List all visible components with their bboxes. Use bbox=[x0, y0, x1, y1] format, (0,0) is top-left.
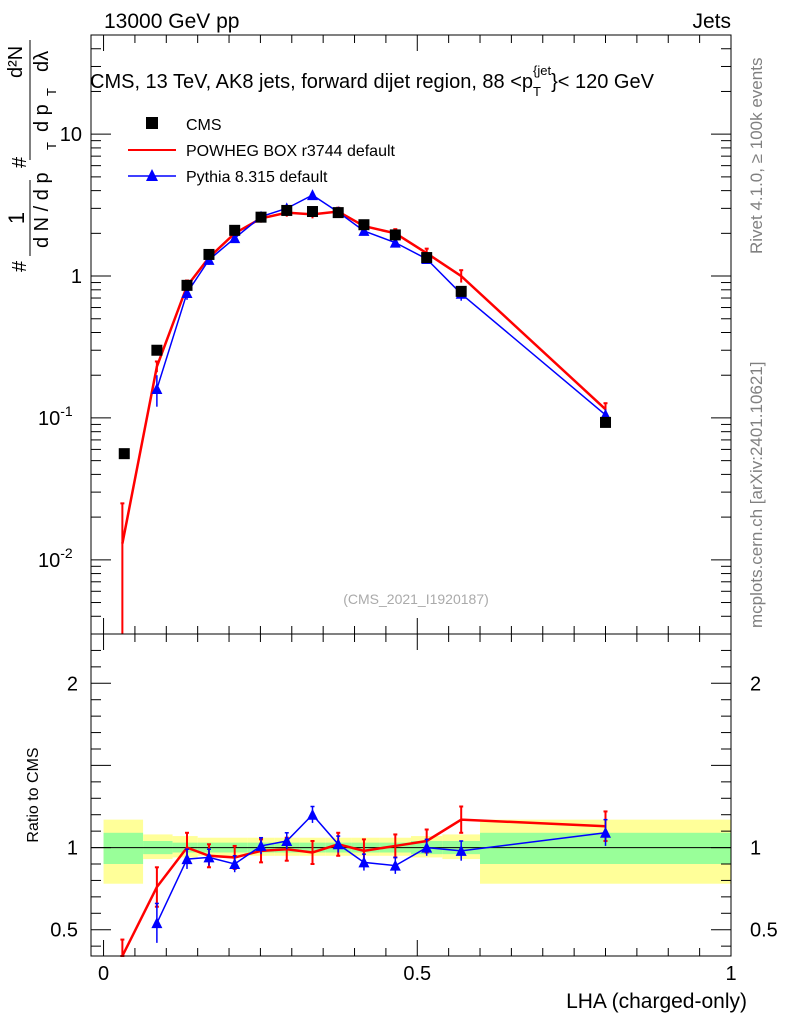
energy-label: 13000 GeV pp bbox=[104, 10, 239, 33]
ratio-pythia-marker bbox=[306, 808, 318, 820]
ratio-frame bbox=[90, 633, 732, 957]
ratio-powheg-line bbox=[121, 818, 606, 957]
legend-cms-marker bbox=[146, 117, 158, 129]
ylabel-numerator: d²N bbox=[5, 46, 27, 78]
ratio-y-tick-label-right: 1 bbox=[750, 838, 761, 860]
main-y-tick-label: 10 bbox=[60, 124, 82, 146]
cms-data-point bbox=[455, 285, 467, 297]
main-y-tick-exp: -2 bbox=[60, 545, 73, 561]
ylabel-t2: T bbox=[44, 88, 59, 96]
ratio-y-tick-labels: 0.5 0.5 1 1 2 2 bbox=[50, 673, 778, 941]
legend-powheg-label: POWHEG BOX r3744 default bbox=[186, 143, 396, 160]
analysis-watermark: (CMS_2021_I1920187) bbox=[343, 591, 489, 607]
ylabel-t1: T bbox=[44, 142, 59, 150]
legend: CMS POWHEG BOX r3744 default Pythia 8.31… bbox=[128, 117, 396, 186]
category-label: Jets bbox=[692, 10, 731, 33]
ratio-y-tick-label-left: 0.5 bbox=[50, 920, 78, 942]
main-y-tick-label: 10-2 bbox=[38, 545, 73, 572]
ylabel-hash-2: # bbox=[9, 156, 31, 168]
ylabel-denominator: d N / d p bbox=[31, 172, 53, 248]
ratio-panel: 0.5 0.51 12 2 0 0.5 1 Ratio to CMS LHA (charg… bbox=[25, 633, 778, 1013]
ratio-y-tick-label-left: 1 bbox=[67, 838, 78, 860]
ylabel-hash-1: # bbox=[9, 260, 31, 272]
pythia-marker bbox=[306, 189, 318, 201]
ratio-pythia-marker bbox=[229, 858, 241, 869]
cms-data-point bbox=[281, 204, 293, 216]
ratio-pythia-marker bbox=[600, 826, 612, 838]
cms-data-point bbox=[306, 206, 318, 218]
pythia-marker bbox=[151, 382, 163, 394]
source-label: mcplots.cern.ch [arXiv:2401.10621] bbox=[747, 362, 766, 628]
legend-pythia-marker bbox=[146, 169, 158, 181]
ratio-series-layer bbox=[120, 805, 612, 957]
ratio-pythia-marker bbox=[181, 853, 193, 865]
cms-data-point bbox=[600, 416, 612, 428]
main-y-tick-exp: -1 bbox=[60, 403, 73, 419]
powheg-line bbox=[121, 210, 607, 544]
cms-data-point bbox=[118, 448, 130, 460]
cms-data-point bbox=[203, 248, 215, 260]
ratio-pythia-marker bbox=[421, 841, 433, 853]
main-title: CMS, 13 TeV, AK8 jets, forward dijet reg… bbox=[90, 63, 655, 99]
pythia-marker bbox=[181, 286, 193, 298]
ratio-pythia-marker bbox=[151, 917, 163, 929]
main-title-suffix: }< 120 GeV bbox=[551, 71, 655, 93]
main-y-tick-label: 1 bbox=[71, 266, 82, 288]
ratio-y-axis-label: Ratio to CMS bbox=[25, 747, 42, 842]
cms-data-point bbox=[389, 229, 401, 241]
cms-data-point bbox=[255, 211, 267, 223]
main-y-tick-base: 10 bbox=[38, 408, 60, 430]
pythia-line bbox=[156, 194, 606, 416]
pythia-marker bbox=[358, 224, 370, 236]
ratio-pythia-marker bbox=[203, 851, 215, 863]
main-series-layer bbox=[118, 189, 612, 634]
legend-cms-label: CMS bbox=[186, 117, 222, 134]
ratio-pythia-marker bbox=[281, 835, 293, 846]
x-tick-label: 1 bbox=[725, 963, 736, 985]
cms-data-point bbox=[358, 219, 370, 231]
legend-pythia-label: Pythia 8.315 default bbox=[186, 169, 328, 186]
x-tick-label: 0 bbox=[98, 963, 109, 985]
ratio-pythia-marker bbox=[358, 856, 370, 868]
main-y-tick-label: 10-1 bbox=[38, 403, 73, 430]
ratio-band-green bbox=[103, 832, 144, 864]
ratio-y-tick-label-left: 2 bbox=[67, 673, 78, 695]
ratio-y-tick-label-right: 0.5 bbox=[750, 920, 778, 942]
ratio-pythia-marker bbox=[332, 838, 344, 850]
cms-data-point bbox=[181, 279, 193, 291]
ratio-pythia-marker bbox=[255, 839, 267, 851]
cms-data-point bbox=[421, 252, 433, 264]
cms-data-point bbox=[332, 207, 344, 219]
ratio-y-tick-label-right: 2 bbox=[750, 673, 761, 695]
pythia-marker bbox=[229, 232, 241, 244]
main-title-sup: {jet bbox=[533, 63, 551, 78]
main-title-sub: T bbox=[533, 84, 541, 99]
ratio-x-tick-labels: 0 0.5 1 bbox=[98, 963, 737, 985]
ylabel-one: 1 bbox=[4, 212, 29, 224]
cms-data-point bbox=[229, 224, 241, 236]
rivet-label: Rivet 4.1.0, ≥ 100k events bbox=[747, 58, 766, 254]
ratio-pythia-marker bbox=[389, 859, 401, 871]
ratio-axis-ticks bbox=[91, 633, 732, 956]
cms-data-point bbox=[151, 344, 163, 356]
main-title-prefix: CMS, 13 TeV, AK8 jets, forward dijet reg… bbox=[90, 71, 533, 93]
ratio-pythia-marker bbox=[455, 844, 467, 856]
x-tick-label: 0.5 bbox=[403, 963, 431, 985]
main-y-label: # 1 d N / d p T d²N # d p T dλ bbox=[4, 40, 59, 272]
ylabel-dlambda: dλ bbox=[31, 51, 53, 72]
main-y-tick-base: 10 bbox=[38, 550, 60, 572]
x-axis-label: LHA (charged-only) bbox=[566, 990, 747, 1013]
pythia-marker bbox=[389, 236, 401, 248]
ylabel-den2: d p bbox=[31, 104, 53, 132]
